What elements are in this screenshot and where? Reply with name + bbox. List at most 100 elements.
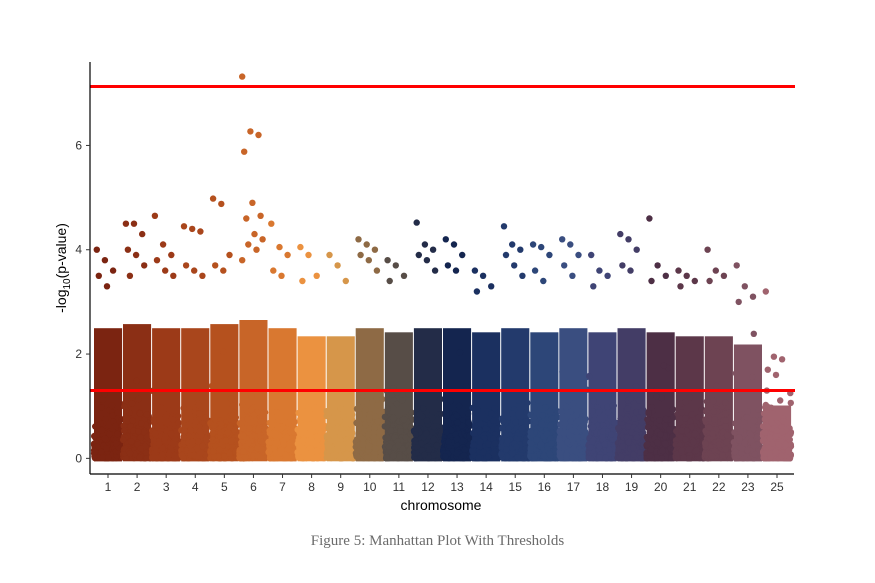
snp-point <box>166 407 173 414</box>
snp-point <box>369 398 376 406</box>
snp-point <box>589 408 596 415</box>
snp-point <box>150 416 157 423</box>
snp-point <box>530 414 538 422</box>
snp-point <box>283 434 291 441</box>
snp-point <box>363 454 371 461</box>
snp-point <box>601 440 608 448</box>
snp-point <box>106 430 113 438</box>
peak-point <box>299 277 306 285</box>
snp-point <box>131 450 138 458</box>
chromosome-7-points <box>265 220 300 462</box>
snp-point <box>559 368 566 376</box>
snp-point <box>297 423 305 430</box>
snp-point <box>514 454 521 461</box>
peak-point <box>442 236 449 243</box>
snp-point <box>284 382 291 390</box>
snp-point <box>465 419 473 427</box>
snp-point <box>314 447 321 454</box>
snp-point <box>453 435 461 443</box>
peak-point <box>93 246 101 253</box>
peak-point <box>546 251 553 259</box>
snp-point <box>345 439 352 447</box>
snp-point <box>120 422 127 429</box>
snp-point <box>315 424 322 431</box>
snp-point <box>170 416 177 423</box>
snp-point <box>157 421 164 429</box>
chromosome-17-points <box>556 236 591 462</box>
peak-point <box>270 267 277 274</box>
snp-point <box>186 406 193 413</box>
snp-point <box>271 432 279 439</box>
peak-point <box>450 241 458 248</box>
snp-point <box>273 422 281 429</box>
snp-point <box>447 397 455 405</box>
peak-point <box>212 262 219 269</box>
peak-point <box>257 212 264 219</box>
peak-point <box>313 272 320 279</box>
peak-point <box>413 219 420 226</box>
chromosome-12-points <box>410 219 446 462</box>
snp-point <box>573 448 580 455</box>
snp-point <box>540 452 548 460</box>
snp-point <box>353 419 360 427</box>
snp-point <box>257 418 265 425</box>
snp-point <box>128 400 136 407</box>
chromosome-6-points <box>236 73 271 462</box>
snp-point <box>359 441 366 448</box>
peak-point <box>604 272 611 279</box>
snp-point <box>591 416 598 424</box>
peak-point <box>431 267 439 274</box>
snp-point <box>490 449 497 457</box>
snp-point <box>426 446 433 453</box>
snp-point <box>209 430 216 437</box>
snp-point <box>217 420 225 427</box>
snp-point <box>242 454 249 461</box>
snp-point <box>300 398 307 405</box>
peak-point <box>126 272 134 279</box>
snp-point <box>617 415 624 422</box>
peak-point <box>473 288 481 295</box>
snp-point <box>257 453 264 461</box>
snp-point <box>436 396 444 403</box>
snp-point <box>561 420 569 427</box>
peak-point <box>220 267 227 274</box>
snp-point <box>297 429 305 436</box>
snp-point <box>94 422 102 429</box>
snp-point <box>399 397 406 404</box>
snp-point <box>423 417 431 424</box>
snp-point <box>245 425 253 432</box>
snp-point <box>482 425 489 432</box>
chromosome-14-points <box>469 267 504 462</box>
snp-point <box>299 437 307 444</box>
snp-point <box>163 427 170 434</box>
peak-point <box>109 267 117 274</box>
snp-point <box>91 432 98 440</box>
snp-point <box>374 402 381 409</box>
snp-point <box>530 404 538 411</box>
snp-point <box>500 418 507 425</box>
peak-point <box>365 257 372 264</box>
snp-point <box>537 441 545 448</box>
peak-point <box>386 277 393 285</box>
snp-point <box>178 452 186 459</box>
snp-point <box>112 422 120 430</box>
data-points <box>90 73 795 462</box>
peak-point <box>243 215 250 222</box>
snp-point <box>471 429 478 437</box>
snp-point <box>248 393 255 400</box>
peak-point <box>130 220 138 227</box>
snp-point <box>220 348 227 355</box>
snp-point <box>323 432 331 440</box>
snp-point <box>477 420 484 427</box>
peak-point <box>357 251 364 259</box>
peak-point <box>197 228 204 235</box>
snp-point <box>126 450 134 457</box>
snp-point <box>159 451 166 459</box>
snp-point <box>396 453 403 460</box>
peak-point <box>326 251 333 259</box>
snp-point <box>539 412 546 419</box>
snp-point <box>638 408 645 416</box>
snp-point <box>595 409 602 416</box>
snp-point <box>226 423 234 431</box>
